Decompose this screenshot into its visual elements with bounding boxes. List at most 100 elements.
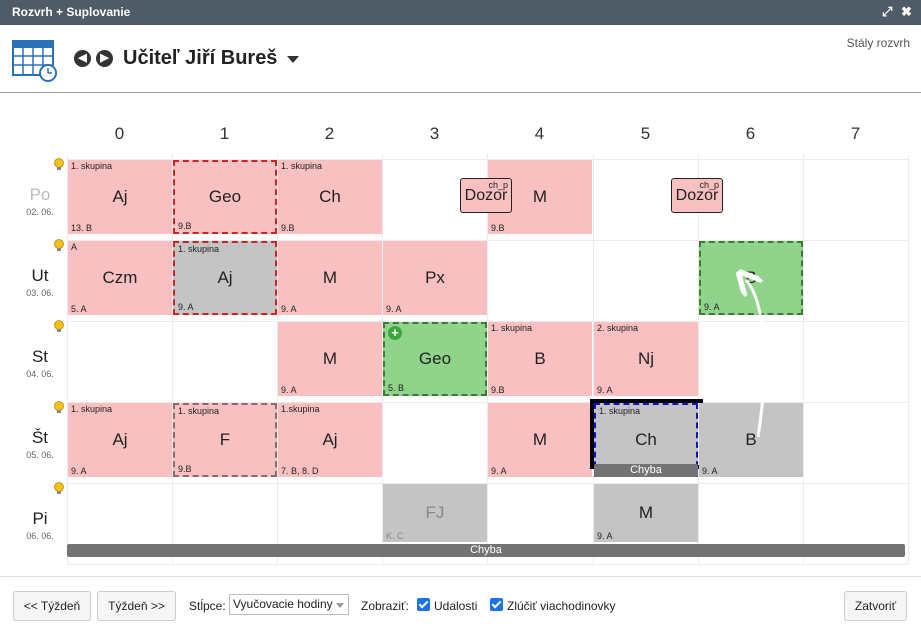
duty-label: Dozor: [675, 187, 719, 204]
lesson-card[interactable]: M 9. A: [278, 322, 382, 396]
header: ◀ ▶ Učiteľ Jiří Bureš Stály rozvrh: [0, 25, 921, 93]
permanent-timetable-link[interactable]: Stály rozvrh: [846, 36, 910, 50]
events-checkbox[interactable]: [417, 598, 430, 611]
period-header: 4: [534, 124, 545, 143]
lesson-class: 7. B, 8. D: [281, 466, 319, 476]
lightbulb-icon[interactable]: [53, 158, 65, 172]
lesson-card[interactable]: B 9. A: [699, 241, 803, 315]
duty-card[interactable]: ch_p Dozor: [460, 178, 512, 213]
lesson-group: 1. skupina: [178, 406, 220, 416]
lesson-card[interactable]: 1. skupina Aj 9. A: [173, 241, 277, 315]
lesson-card[interactable]: 2. skupina Nj 9. A: [594, 322, 698, 396]
lesson-subject: Nj: [637, 349, 655, 368]
add-icon[interactable]: +: [388, 326, 402, 340]
lesson-class: 9. A: [597, 531, 613, 541]
columns-select-value: Vyučovacie hodiny: [233, 597, 333, 611]
lesson-subject: Ch: [319, 187, 341, 206]
merge-lessons-label: Zlúčiť viachodinovky: [507, 599, 616, 613]
lesson-class: 9. A: [178, 302, 194, 312]
lesson-group: 2. skupina: [597, 323, 639, 333]
lesson-subject: B: [745, 430, 757, 449]
grid-line: [803, 154, 804, 564]
teacher-title[interactable]: Učiteľ Jiří Bureš: [123, 47, 278, 69]
lesson-class: 9.B: [178, 221, 192, 231]
duty-card[interactable]: ch_p Dozor: [671, 178, 723, 213]
lesson-group: 1. skupina: [491, 323, 533, 333]
lesson-group: 1.skupina: [281, 404, 320, 414]
day-label: Pi 06. 06.: [18, 509, 62, 541]
lesson-card[interactable]: Geo 9.B: [173, 160, 277, 234]
lesson-class: 9. A: [71, 466, 87, 476]
day-name: Pi: [32, 509, 48, 528]
lesson-class: 9. A: [597, 385, 613, 395]
lesson-card[interactable]: Geo 5. B +: [383, 322, 487, 396]
grid-line: [67, 154, 68, 564]
lesson-subject: F: [219, 430, 231, 449]
day-date: 02. 06.: [26, 207, 54, 217]
grid-line: [67, 240, 908, 241]
lightbulb-icon[interactable]: [53, 320, 65, 334]
lesson-class: 9. A: [281, 385, 297, 395]
teacher-dropdown-icon[interactable]: [287, 56, 299, 63]
lesson-card[interactable]: M 9. A: [278, 241, 382, 315]
lightbulb-icon[interactable]: [53, 239, 65, 253]
lesson-class: 5. B: [388, 383, 405, 393]
lesson-subject: Aj: [322, 430, 338, 449]
lesson-card[interactable]: 1. skupina B 9.B: [488, 322, 592, 396]
close-icon[interactable]: ✖: [901, 4, 912, 19]
close-button[interactable]: Zatvoriť: [844, 591, 907, 621]
lesson-subject: Aj: [112, 430, 128, 449]
grid-line: [67, 402, 908, 403]
previous-week-button[interactable]: << Týždeň: [13, 591, 91, 621]
previous-teacher-icon[interactable]: ◀: [74, 50, 91, 67]
lesson-card[interactable]: M 9. A: [594, 484, 698, 542]
columns-select[interactable]: Vyučovacie hodiny: [229, 594, 349, 615]
lesson-class: 9.B: [178, 464, 192, 474]
lesson-card[interactable]: FJ K. C: [383, 484, 487, 542]
lesson-group: 1. skupina: [178, 244, 220, 254]
footer: << Týždeň Týždeň >> Stĺpce: Vyučovacie h…: [0, 576, 921, 631]
period-header: 7: [850, 124, 861, 143]
period-header: 0: [114, 124, 125, 143]
merge-lessons-checkbox[interactable]: [490, 598, 503, 611]
lesson-subject: Czm: [102, 268, 138, 287]
lesson-card[interactable]: 1. skupina Aj 9. A: [68, 403, 172, 477]
lesson-card[interactable]: 1. skupina F 9.B: [173, 403, 277, 477]
columns-label: Stĺpce:: [189, 599, 226, 613]
lesson-group: 1. skupina: [599, 406, 641, 416]
expand-icon[interactable]: ⤢: [882, 4, 893, 19]
lesson-subject: FJ: [425, 503, 445, 522]
lesson-subject: Ch: [635, 430, 657, 449]
day-error-bar: Chyba: [67, 544, 905, 557]
day-date: 04. 06.: [26, 369, 54, 379]
next-week-button[interactable]: Týždeň >>: [97, 591, 176, 621]
lesson-card[interactable]: 1. skupina Ch 9.B: [278, 160, 382, 234]
day-name: Ut: [31, 266, 49, 285]
period-header: 5: [640, 124, 651, 143]
lesson-class: 9.B: [491, 223, 505, 233]
chevron-down-icon: [336, 603, 344, 608]
day-name: St: [31, 347, 49, 366]
lesson-card[interactable]: 1. skupina Aj 13. B: [68, 160, 172, 234]
lightbulb-icon[interactable]: [53, 401, 65, 415]
lesson-class: 9.B: [281, 223, 295, 233]
lesson-card[interactable]: M 9. A: [488, 403, 592, 477]
grid-line: [277, 154, 278, 564]
grid-line: [67, 321, 908, 322]
lesson-subject: Aj: [112, 187, 128, 206]
lesson-subject: M: [532, 187, 548, 206]
lesson-card[interactable]: A Czm 5. A: [68, 241, 172, 315]
grid-line: [67, 159, 908, 160]
period-header: 3: [429, 124, 440, 143]
day-label: Ut 03. 06.: [18, 266, 62, 298]
lesson-class: 5. A: [71, 304, 87, 314]
lesson-card[interactable]: 1.skupina Aj 7. B, 8. D: [278, 403, 382, 477]
next-teacher-icon[interactable]: ▶: [96, 50, 113, 67]
lightbulb-icon[interactable]: [53, 482, 65, 496]
lesson-subject: M: [322, 268, 338, 287]
lesson-card[interactable]: Px 9. A: [383, 241, 487, 315]
lesson-card[interactable]: B 9. A: [699, 403, 803, 477]
period-header: 2: [324, 124, 335, 143]
day-label: St 04. 06.: [18, 347, 62, 379]
lesson-subject: Geo: [208, 187, 242, 206]
